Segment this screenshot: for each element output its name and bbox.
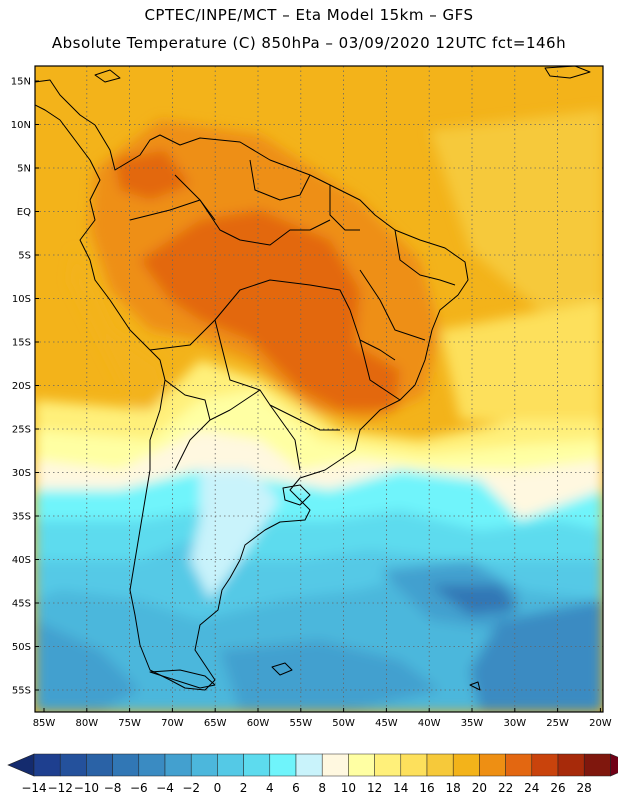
colorbar-label: 18 <box>446 781 461 795</box>
lon-label: 30W <box>503 718 526 729</box>
lat-label: 30S <box>12 468 31 479</box>
colorbar-swatch <box>269 753 297 777</box>
colorbar-swatch <box>452 753 480 777</box>
lat-label: EQ <box>17 207 31 218</box>
lat-label: 15S <box>12 338 31 349</box>
lon-label: 35W <box>461 718 484 729</box>
lon-label: 70W <box>161 718 184 729</box>
lat-label: 10N <box>11 120 31 131</box>
temperature-field <box>35 66 603 712</box>
map-title: CPTEC/INPE/MCT – Eta Model 15km – GFS <box>144 6 474 24</box>
lon-label: 55W <box>289 718 312 729</box>
colorbar-label: −2 <box>182 781 200 795</box>
colorbar-swatch <box>164 753 192 777</box>
map-frame <box>34 65 604 713</box>
lon-label: 85W <box>33 718 56 729</box>
map-subtitle: Absolute Temperature (C) 850hPa – 03/09/… <box>51 34 567 52</box>
colorbar-label: 22 <box>498 781 513 795</box>
colorbar-label: 14 <box>393 781 408 795</box>
lat-label: 50S <box>12 642 31 653</box>
colorbar-label: 0 <box>214 781 222 795</box>
lat-label: 55S <box>12 686 31 697</box>
lat-label: 40S <box>12 555 31 566</box>
colorbar-swatch <box>217 753 244 777</box>
lon-label: 20W <box>589 718 612 729</box>
lon-label: 40W <box>418 718 441 729</box>
coastlines <box>35 66 591 691</box>
colorbar-label: 28 <box>577 781 592 795</box>
colorbar-label: −6 <box>130 781 148 795</box>
colorbar-swatch <box>138 753 166 777</box>
colorbar-swatch <box>557 753 585 777</box>
colorbar-label: 20 <box>472 781 487 795</box>
colorbar-label: 16 <box>419 781 434 795</box>
colorbar-swatch <box>112 753 140 777</box>
colorbar-label: 8 <box>318 781 326 795</box>
colorbar-swatch <box>400 753 428 777</box>
lon-label: 25W <box>546 718 569 729</box>
lat-label: 10S <box>12 294 31 305</box>
colorbar-swatch <box>321 753 349 777</box>
longitude-labels: 85W 80W 75W 70W 65W 60W 55W 50W 45W 40W 35W 30W 25W 2… <box>33 708 612 729</box>
colorbar-swatch <box>426 753 454 777</box>
colorbar: −14 −12 −10 −8 −6 −4 −2 0 2 4 6 8 10 12 14 16 18 20 22 24 26… <box>7 753 618 795</box>
lon-label: 60W <box>247 718 270 729</box>
colorbar-swatch <box>86 753 113 777</box>
colorbar-swatch <box>348 753 375 777</box>
lat-label: 5N <box>17 164 31 175</box>
colorbar-label: 24 <box>524 781 539 795</box>
colorbar-swatch <box>374 753 402 777</box>
lon-label: 80W <box>75 718 98 729</box>
colorbar-label: −14 <box>21 781 46 795</box>
colorbar-label: −4 <box>156 781 174 795</box>
lat-label: 45S <box>12 599 31 610</box>
lat-label: 5S <box>18 251 31 262</box>
lat-label: 25S <box>12 425 31 436</box>
latitude-labels: 15N 10N 5N EQ 5S 10S 15S 20S 25S 30S 35S 40S 45S 50S 5… <box>11 77 39 697</box>
colorbar-swatch <box>531 753 559 777</box>
colorbar-swatch <box>190 753 218 777</box>
lat-label: 35S <box>12 512 31 523</box>
colorbar-label: 2 <box>240 781 248 795</box>
lon-label: 65W <box>204 718 227 729</box>
colorbar-swatch <box>59 753 87 777</box>
colorbar-label: −8 <box>104 781 122 795</box>
colorbar-label: 26 <box>550 781 565 795</box>
colorbar-swatch <box>243 753 271 777</box>
colorbar-swatch <box>505 753 533 777</box>
colorbar-label: 4 <box>266 781 274 795</box>
lon-label: 50W <box>332 718 355 729</box>
lon-label: 45W <box>375 718 398 729</box>
lat-label: 15N <box>11 77 31 88</box>
colorbar-swatch <box>583 753 611 777</box>
colorbar-label: −10 <box>74 781 99 795</box>
colorbar-label: 10 <box>341 781 356 795</box>
colorbar-swatch <box>479 753 506 777</box>
colorbar-label: 6 <box>292 781 300 795</box>
colorbar-label: −12 <box>48 781 73 795</box>
colorbar-swatch <box>295 753 323 777</box>
colorbar-high-arrow <box>610 753 618 777</box>
lat-label: 20S <box>12 381 31 392</box>
colorbar-low-arrow <box>7 753 35 777</box>
lon-label: 75W <box>118 718 141 729</box>
colorbar-label: 12 <box>367 781 382 795</box>
colorbar-swatch <box>33 753 61 777</box>
